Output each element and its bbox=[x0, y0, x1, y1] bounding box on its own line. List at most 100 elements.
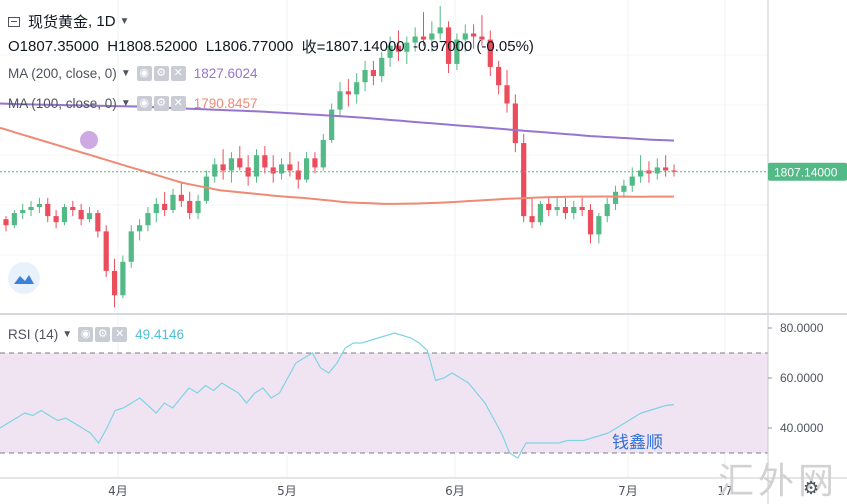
candle bbox=[404, 36, 410, 64]
chevron-down-icon[interactable]: ▼ bbox=[120, 98, 131, 109]
close-icon[interactable]: ✕ bbox=[170, 96, 186, 111]
indicator-controls[interactable]: ◉ ⚙ ✕ bbox=[136, 96, 188, 111]
candle bbox=[504, 70, 510, 113]
close-icon[interactable]: ✕ bbox=[170, 66, 186, 81]
candle bbox=[70, 200, 76, 217]
candle-body bbox=[237, 158, 243, 168]
chevron-down-icon[interactable]: ▼ bbox=[120, 68, 131, 79]
candle-body bbox=[320, 140, 326, 168]
candle bbox=[671, 164, 677, 177]
rsi-axis-ticks: 80.0000 60.0000 40.0000 bbox=[768, 321, 824, 435]
eye-icon[interactable]: ◉ bbox=[136, 66, 152, 81]
candle bbox=[437, 6, 443, 40]
candle bbox=[245, 155, 251, 186]
candle bbox=[387, 36, 393, 67]
current-price-badge: 1807.14000 bbox=[768, 162, 847, 181]
indicator-controls[interactable]: ◉ ⚙ ✕ bbox=[78, 327, 129, 342]
candle bbox=[521, 133, 527, 223]
logo-icon[interactable] bbox=[8, 262, 40, 294]
collapse-icon[interactable] bbox=[8, 16, 20, 27]
candle-body bbox=[621, 185, 627, 192]
candle bbox=[11, 210, 17, 229]
time-axis-label: 5月 bbox=[277, 484, 297, 498]
candle-body bbox=[362, 70, 368, 83]
candle bbox=[612, 185, 619, 211]
candle-body bbox=[479, 36, 485, 40]
candle-body bbox=[663, 167, 669, 171]
high-label: H bbox=[107, 38, 119, 55]
symbol-legend[interactable]: 现货黄金 , 1D ▼ bbox=[8, 11, 135, 32]
eye-icon[interactable]: ◉ bbox=[136, 96, 152, 111]
candle-body bbox=[287, 164, 293, 171]
candle bbox=[120, 255, 126, 299]
candle-body bbox=[554, 206, 560, 211]
candle-body bbox=[295, 170, 301, 180]
time-axis-label: 4月 bbox=[108, 484, 128, 498]
close-icon[interactable]: ✕ bbox=[112, 327, 128, 342]
crosshair-dot[interactable] bbox=[80, 131, 98, 149]
candle-body bbox=[78, 210, 84, 220]
change-percent: (-0.05%) bbox=[476, 38, 534, 55]
candle-body bbox=[638, 170, 644, 177]
time-axis-label: 6月 bbox=[445, 484, 465, 498]
candle bbox=[195, 194, 201, 220]
candle-body bbox=[53, 216, 59, 223]
settings-icon[interactable]: ⚙ bbox=[153, 66, 169, 81]
rsi-legend[interactable]: RSI (14) ▼ ◉ ⚙ ✕ 49.4146 bbox=[8, 327, 184, 342]
candle-body bbox=[529, 216, 535, 223]
low-value: 1806.77000 bbox=[214, 38, 294, 55]
candle bbox=[445, 21, 452, 74]
candle bbox=[621, 179, 627, 198]
ma200-value: 1827.6024 bbox=[193, 66, 258, 81]
candle bbox=[162, 191, 168, 217]
candle-body bbox=[579, 206, 585, 211]
eye-icon[interactable]: ◉ bbox=[78, 327, 94, 342]
candle bbox=[562, 197, 569, 220]
open-value: 1807.35000 bbox=[19, 38, 99, 55]
settings-icon[interactable]: ⚙ bbox=[153, 96, 169, 111]
candle bbox=[28, 200, 34, 217]
candle-body bbox=[95, 213, 101, 232]
candle bbox=[95, 210, 101, 238]
candle-body bbox=[45, 203, 51, 217]
candle bbox=[253, 149, 260, 183]
symbol-name: 现货黄金 bbox=[28, 14, 89, 31]
candle-body bbox=[20, 210, 26, 214]
candle bbox=[329, 103, 335, 144]
high-value: 1808.52000 bbox=[118, 38, 198, 55]
candle-body bbox=[329, 109, 335, 141]
ohlc-row: O 1807.35000 H 1808.52000 L 1806.77000 收= 18… bbox=[8, 36, 534, 57]
candle-body bbox=[103, 231, 109, 271]
candle bbox=[512, 94, 518, 153]
candle bbox=[429, 21, 435, 52]
candle bbox=[654, 158, 660, 180]
settings-icon[interactable]: ⚙ bbox=[95, 327, 111, 342]
candle bbox=[454, 33, 460, 71]
ma200-legend[interactable]: MA (200, close, 0) ▼ ◉ ⚙ ✕ 1827.6024 bbox=[8, 66, 258, 81]
candle-body bbox=[86, 213, 93, 220]
candle bbox=[412, 27, 418, 52]
candle bbox=[638, 155, 644, 183]
chart-settings-icon[interactable]: ⚙ bbox=[803, 478, 820, 498]
chevron-down-icon[interactable]: ▼ bbox=[62, 329, 73, 340]
rsi-band bbox=[0, 353, 768, 453]
candle bbox=[596, 213, 602, 244]
candle-body bbox=[11, 213, 17, 226]
candle bbox=[145, 206, 151, 232]
candle-body bbox=[596, 216, 602, 235]
candle bbox=[487, 30, 493, 77]
candle-body bbox=[228, 158, 235, 171]
candle bbox=[3, 216, 9, 232]
candle bbox=[61, 203, 68, 226]
chevron-down-icon[interactable]: ▼ bbox=[119, 16, 130, 27]
indicator-controls[interactable]: ◉ ⚙ ✕ bbox=[136, 66, 188, 81]
candle-body bbox=[28, 206, 34, 211]
candle bbox=[153, 197, 159, 223]
candle bbox=[604, 197, 610, 223]
ma100-legend[interactable]: MA (100, close, 0) ▼ ◉ ⚙ ✕ 1790.8457 bbox=[8, 96, 258, 111]
candle bbox=[629, 167, 635, 192]
candle-body bbox=[36, 203, 42, 207]
low-label: L bbox=[205, 38, 215, 55]
